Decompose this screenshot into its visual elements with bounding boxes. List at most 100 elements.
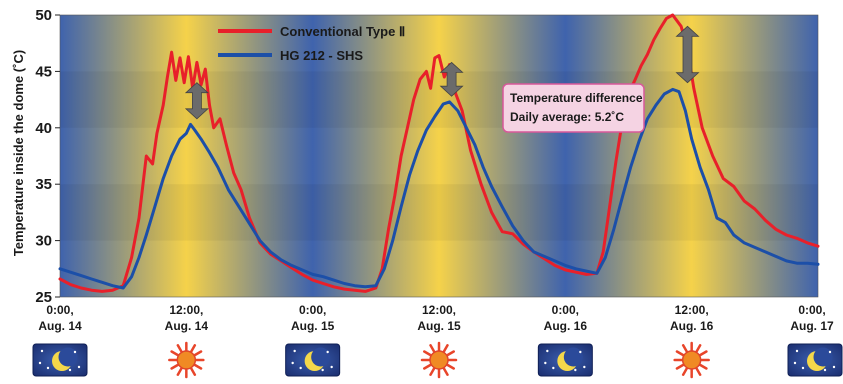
plot-frame — [59, 14, 819, 298]
star-dot — [544, 361, 547, 365]
sun-ray — [190, 367, 197, 376]
star-dot — [330, 365, 333, 369]
star-dot — [546, 349, 549, 353]
series-layer — [58, 13, 820, 293]
moon-shadow — [58, 347, 78, 367]
sun-disc — [681, 350, 702, 370]
y-tick-label: 25 — [35, 289, 52, 306]
moon-icon — [537, 343, 593, 377]
x-tick-label-time: 0:00, — [798, 303, 825, 317]
sun-ray — [695, 344, 702, 353]
star-dot — [46, 366, 50, 370]
sun-icon — [168, 341, 205, 379]
sun-ray — [170, 363, 179, 370]
legend: Conventional Type Ⅱ HG 212 - SHS — [218, 24, 405, 63]
sun-ray — [176, 344, 183, 353]
star-dot — [73, 350, 77, 354]
star-dot — [293, 349, 296, 353]
x-tick-label-date: Aug. 14 — [165, 319, 209, 333]
difference-arrows — [184, 25, 700, 120]
sun-ray — [446, 350, 455, 357]
star-dot — [552, 366, 555, 370]
star-dot — [38, 361, 42, 365]
star-dot — [579, 350, 582, 354]
sun-ray — [699, 363, 708, 370]
sun-icon — [420, 341, 458, 379]
moon-shadow — [311, 347, 331, 367]
x-tick-label-time: 0:00, — [552, 303, 579, 317]
star-dot — [583, 365, 586, 369]
star-dot — [828, 350, 832, 354]
star-dot — [68, 368, 72, 372]
x-tick-label-date: Aug. 17 — [790, 319, 834, 333]
moon-icon — [285, 343, 341, 377]
arrow-shape — [675, 25, 700, 84]
star-dot — [77, 365, 81, 369]
sun-ray — [681, 367, 688, 376]
y-axis-label: Temperature inside the dome (˚C) — [11, 50, 26, 256]
legend-label-conventional: Conventional Type Ⅱ — [280, 24, 405, 39]
sun-ray — [423, 350, 432, 357]
callout-line-1: Temperature difference — [510, 91, 643, 105]
sun-ray — [190, 344, 197, 353]
x-tick-label-time: 0:00, — [299, 303, 326, 317]
sun-ray — [176, 367, 183, 376]
x-tick-label-time: 0:00, — [46, 303, 73, 317]
sun-ray — [699, 350, 708, 357]
x-tick-label-time: 12:00, — [675, 303, 709, 317]
star-dot — [299, 366, 302, 370]
moon-shadow — [813, 347, 833, 367]
x-tick-label-time: 12:00, — [422, 303, 456, 317]
star-dot — [801, 366, 805, 370]
star-dot — [832, 365, 836, 369]
y-tick-label: 50 — [35, 7, 52, 24]
x-tick-label-date: Aug. 16 — [670, 319, 714, 333]
band — [60, 71, 818, 128]
callout-box — [502, 83, 645, 133]
y-tick-label: 30 — [35, 233, 52, 250]
star-dot — [574, 368, 577, 372]
moon-icon — [787, 343, 843, 377]
y-tick-label: 40 — [35, 120, 52, 137]
sun-ray — [170, 350, 179, 357]
x-axis: 0:00, Aug. 14 12:00, Aug. 14 0:00, Aug. 15 12:… — [32, 303, 843, 379]
star-dot — [823, 368, 827, 372]
sun-ray — [442, 344, 449, 353]
star-dot — [40, 349, 44, 353]
sun-ray — [446, 363, 455, 370]
arrow-shape — [439, 61, 464, 97]
x-tick-label-date: Aug. 14 — [38, 319, 82, 333]
sun-ray — [675, 363, 685, 370]
sun-disc — [429, 350, 449, 370]
temperature-difference-callout: Temperature difference Daily average: 5.… — [502, 83, 645, 133]
difference-arrow — [439, 61, 464, 97]
y-tick-label: 35 — [35, 176, 52, 193]
star-dot — [321, 368, 324, 372]
moon-shadow — [563, 347, 583, 367]
star-dot — [326, 350, 329, 354]
x-tick-label-date: Aug. 15 — [417, 319, 461, 333]
callout-line-2: Daily average: 5.2˚C — [510, 110, 624, 124]
band — [60, 184, 818, 241]
sun-ray — [423, 363, 432, 370]
star-dot — [291, 361, 294, 365]
sun-icon — [673, 341, 710, 379]
x-tick-label-date: Aug. 15 — [291, 319, 335, 333]
x-tick-label-time: 12:00, — [169, 303, 203, 317]
y-axis: 25 30 35 40 45 50 — [35, 7, 60, 306]
difference-arrow — [184, 82, 209, 120]
star-dot — [795, 349, 799, 353]
series-line-conventional — [58, 13, 820, 293]
arrow-shape — [184, 82, 209, 120]
sun-ray — [442, 367, 449, 376]
y-tick-label: 45 — [35, 63, 52, 80]
sun-ray — [675, 350, 685, 357]
sun-ray — [193, 363, 203, 370]
sun-ray — [193, 350, 203, 357]
moon-icon — [32, 343, 88, 377]
star-dot — [793, 361, 797, 365]
sun-ray — [695, 367, 702, 376]
series-line-hg212 — [58, 87, 820, 290]
difference-arrow — [675, 25, 700, 84]
sun-ray — [681, 344, 688, 353]
